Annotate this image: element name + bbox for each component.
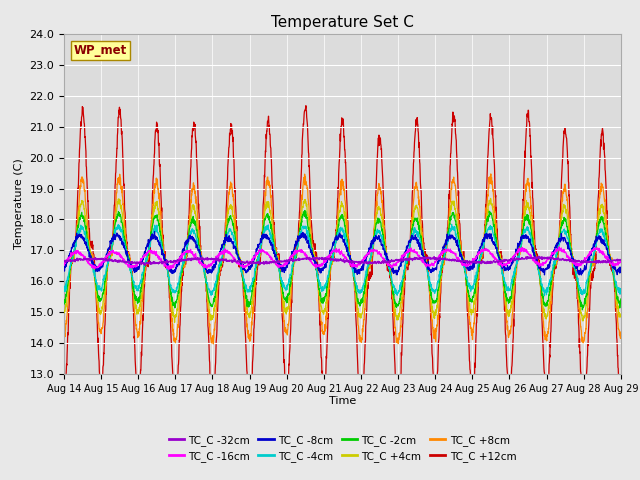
TC_C +8cm — [568, 256, 576, 262]
TC_C +8cm — [584, 308, 591, 313]
TC_C -16cm — [568, 257, 576, 263]
TC_C +12cm — [371, 216, 379, 222]
TC_C -32cm — [60, 258, 68, 264]
TC_C -4cm — [60, 287, 68, 292]
X-axis label: Time: Time — [329, 396, 356, 406]
TC_C -8cm — [504, 267, 512, 273]
TC_C -4cm — [617, 286, 625, 291]
TC_C +8cm — [505, 335, 513, 340]
Line: TC_C -4cm: TC_C -4cm — [64, 224, 621, 296]
Line: TC_C -8cm: TC_C -8cm — [64, 232, 621, 275]
TC_C +12cm — [504, 382, 512, 387]
TC_C -16cm — [371, 247, 379, 253]
TC_C +4cm — [60, 310, 68, 316]
TC_C +8cm — [371, 219, 379, 225]
TC_C -32cm — [371, 259, 379, 264]
TC_C +4cm — [216, 265, 223, 271]
TC_C -2cm — [568, 251, 575, 257]
TC_C -8cm — [359, 264, 367, 270]
TC_C -8cm — [584, 259, 591, 264]
Line: TC_C +8cm: TC_C +8cm — [64, 174, 621, 344]
Text: WP_met: WP_met — [74, 44, 127, 57]
TC_C -16cm — [359, 258, 367, 264]
TC_C -32cm — [535, 253, 543, 259]
TC_C -16cm — [216, 251, 223, 257]
TC_C -32cm — [617, 257, 625, 263]
TC_C -4cm — [358, 284, 366, 290]
TC_C +4cm — [505, 308, 513, 313]
TC_C -2cm — [216, 267, 223, 273]
TC_C -2cm — [359, 299, 367, 305]
TC_C -4cm — [584, 278, 591, 284]
TC_C +12cm — [568, 252, 575, 258]
TC_C -16cm — [556, 244, 563, 250]
TC_C +8cm — [216, 272, 223, 278]
TC_C -2cm — [504, 300, 512, 305]
TC_C +8cm — [487, 171, 495, 177]
TC_C +12cm — [216, 278, 223, 284]
TC_C +12cm — [617, 398, 625, 404]
Legend: TC_C -32cm, TC_C -16cm, TC_C -8cm, TC_C -4cm, TC_C -2cm, TC_C +4cm, TC_C +8cm, T: TC_C -32cm, TC_C -16cm, TC_C -8cm, TC_C … — [164, 431, 520, 466]
TC_C -8cm — [371, 236, 379, 241]
TC_C -2cm — [584, 286, 591, 291]
TC_C +12cm — [60, 397, 68, 403]
TC_C +8cm — [617, 329, 625, 335]
TC_C -32cm — [568, 257, 576, 263]
TC_C -4cm — [448, 221, 456, 227]
TC_C -8cm — [60, 267, 68, 273]
TC_C +4cm — [487, 195, 495, 201]
Line: TC_C -32cm: TC_C -32cm — [64, 256, 621, 265]
TC_C -4cm — [568, 253, 576, 259]
TC_C -16cm — [584, 254, 591, 260]
TC_C -32cm — [504, 257, 512, 263]
Y-axis label: Temperature (C): Temperature (C) — [14, 158, 24, 250]
TC_C +8cm — [359, 329, 367, 335]
Title: Temperature Set C: Temperature Set C — [271, 15, 414, 30]
TC_C -4cm — [504, 288, 512, 293]
TC_C +8cm — [209, 341, 217, 347]
TC_C +4cm — [171, 320, 179, 325]
TC_C -8cm — [577, 272, 585, 278]
TC_C -8cm — [150, 229, 158, 235]
TC_C -16cm — [164, 267, 172, 273]
TC_C -32cm — [584, 259, 591, 264]
TC_C -8cm — [617, 269, 625, 275]
TC_C -32cm — [216, 257, 223, 263]
TC_C +4cm — [568, 252, 576, 258]
TC_C -8cm — [216, 251, 223, 256]
TC_C -16cm — [60, 260, 68, 266]
TC_C -2cm — [579, 307, 586, 312]
Line: TC_C -16cm: TC_C -16cm — [64, 247, 621, 270]
TC_C +12cm — [580, 417, 588, 422]
TC_C +12cm — [584, 352, 591, 358]
TC_C -4cm — [371, 235, 378, 240]
TC_C -8cm — [568, 253, 575, 259]
TC_C -2cm — [371, 228, 379, 234]
TC_C -4cm — [216, 262, 223, 267]
TC_C +12cm — [359, 400, 367, 406]
TC_C +8cm — [60, 334, 68, 339]
TC_C -32cm — [359, 260, 367, 266]
TC_C +4cm — [584, 292, 591, 298]
TC_C -2cm — [301, 208, 308, 214]
TC_C -32cm — [141, 263, 149, 268]
TC_C -2cm — [617, 296, 625, 302]
Line: TC_C -2cm: TC_C -2cm — [64, 211, 621, 310]
TC_C -2cm — [60, 301, 68, 307]
TC_C -16cm — [617, 259, 625, 265]
TC_C -4cm — [541, 293, 548, 299]
TC_C +4cm — [371, 224, 379, 229]
Line: TC_C +12cm: TC_C +12cm — [64, 106, 621, 420]
TC_C +12cm — [302, 103, 310, 108]
TC_C +4cm — [359, 308, 367, 314]
TC_C -16cm — [504, 260, 512, 265]
TC_C +4cm — [617, 313, 625, 319]
Line: TC_C +4cm: TC_C +4cm — [64, 198, 621, 323]
